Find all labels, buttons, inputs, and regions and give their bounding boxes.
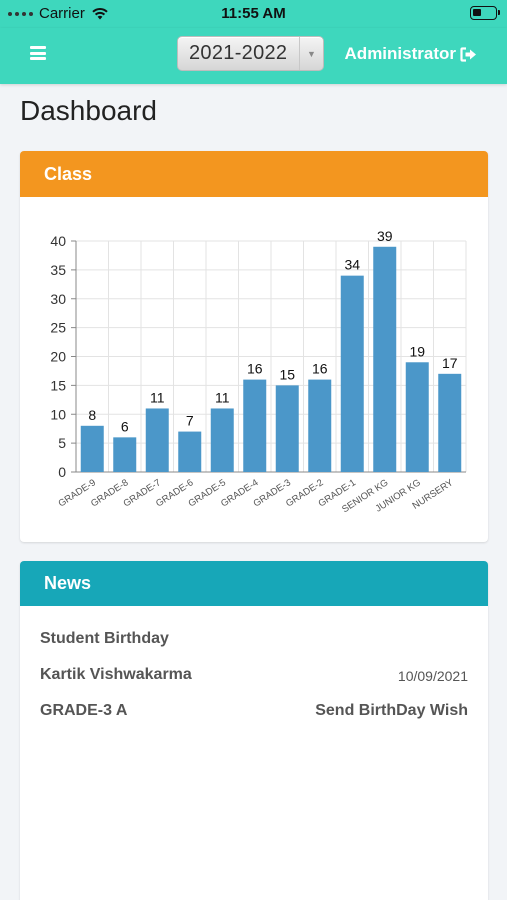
logout-button[interactable]: Administrator [345,44,477,64]
status-bar: Carrier 11:55 AM [0,0,507,28]
y-tick-label: 30 [50,291,66,307]
class-section: GRADE-3 A [40,702,128,719]
news-panel: News Student Birthday Kartik Vishwakarma… [20,561,488,900]
y-tick-label: 5 [58,435,66,451]
news-heading: Student Birthday [40,630,169,647]
academic-year-value: 2021-2022 [189,42,288,64]
y-tick-label: 10 [50,406,66,422]
news-panel-title: News [44,573,92,593]
wifi-icon [92,7,108,20]
class-panel-title: Class [44,163,93,184]
class-panel: Class 0 5 10 15 20 25 30 35 40 8 GRADE-9 6 GRADE-8 11… [20,151,488,542]
bar-value-label: 7 [186,413,194,429]
class-panel-header: Class [20,151,488,197]
chart-bar [145,408,169,472]
bar-value-label: 6 [121,418,129,434]
sign-out-icon [460,46,476,62]
send-birthday-wish-button[interactable]: Send BirthDay Wish [315,702,468,719]
carrier-label: Carrier [39,5,85,22]
signal-dots-icon [8,11,33,16]
news-item: Student Birthday Kartik Vishwakarma 10/0… [20,630,488,738]
y-tick-label: 35 [50,262,66,278]
battery-icon [470,6,500,20]
chart-bar [243,379,267,472]
student-name: Kartik Vishwakarma [40,666,192,683]
status-time: 11:55 AM [221,5,286,22]
chart-bar [340,275,364,472]
news-panel-header: News [20,561,488,606]
chart-bar [275,385,299,472]
y-tick-label: 25 [50,320,66,336]
bar-value-label: 11 [215,389,230,405]
bar-value-label: 11 [150,389,165,405]
chart-bar [373,246,397,472]
page-title: Dashboard [20,95,157,126]
hamburger-menu-icon[interactable] [30,46,46,60]
chart-bar [80,425,104,472]
academic-year-select[interactable]: 2021-2022 ▼ [177,36,324,71]
chevron-down-icon: ▼ [299,37,323,70]
bar-value-label: 34 [344,257,360,273]
news-date: 10/09/2021 [397,668,468,684]
y-tick-label: 0 [58,464,66,480]
chart-bar [210,408,234,472]
user-label: Administrator [344,44,456,63]
bar-value-label: 39 [377,228,393,244]
chart-bar [405,362,429,472]
bar-value-label: 19 [409,343,425,359]
bar-value-label: 17 [442,355,458,371]
y-tick-label: 15 [50,377,66,393]
chart-bar [178,431,202,472]
class-bar-chart: 05101520253035408GRADE-96GRADE-811GRADE-… [50,228,467,515]
y-tick-label: 20 [50,349,66,365]
chart-bar [438,373,462,472]
bar-value-label: 8 [88,407,96,423]
y-tick-label: 40 [50,233,66,249]
chart-bar [113,437,137,472]
bar-value-label: 16 [312,361,328,377]
bar-value-label: 15 [279,366,295,382]
chart-bar [308,379,332,472]
top-navbar: 2021-2022 ▼ Administrator [0,28,507,84]
bar-value-label: 16 [247,361,263,377]
